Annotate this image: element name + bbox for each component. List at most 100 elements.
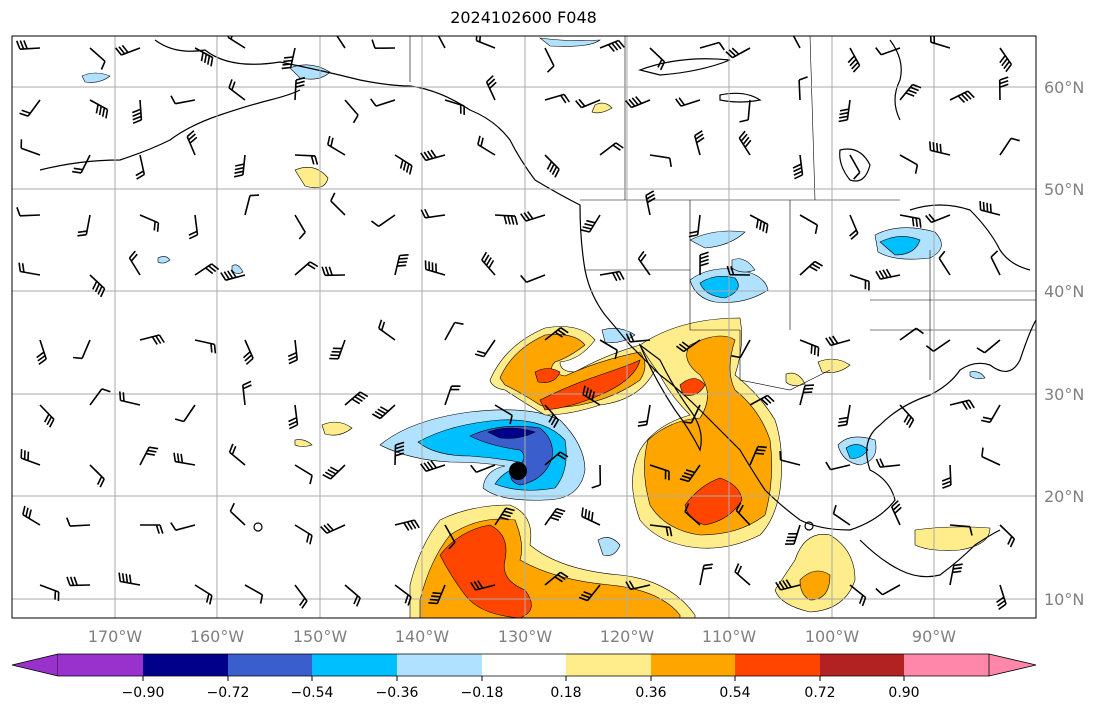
wind-barb [36,339,47,365]
colorbar-tick-label: −0.18 [461,685,504,701]
wind-barb [420,460,446,472]
wind-barb [470,464,496,473]
colorbar-over-triangle [988,653,1037,677]
colorbar-tick-label: 0.54 [719,685,750,701]
wind-barb [474,339,496,358]
wind-barb [849,154,861,180]
political-borders [409,36,1036,391]
wind-barb [242,380,252,406]
wind-barb [890,500,902,526]
wind-barb [330,192,346,216]
wind-barb [394,441,405,466]
wind-barb [734,563,751,586]
wind-barb [329,339,346,360]
wind-barb [220,269,246,281]
wind-barb [16,207,41,217]
wind-barb [322,464,346,480]
wind-barb [899,404,915,428]
wind-barb [188,214,199,240]
small-circle-marker [253,522,263,532]
wind-barb [394,254,409,276]
wind-barb [875,268,901,280]
wind-barb [625,96,651,109]
wind-barb [477,135,496,156]
wind-barb [625,332,651,343]
storm-center-marker [509,462,527,480]
wind-barb [485,75,497,101]
colorbar: −0.90 −0.72 −0.54 −0.36 −0.18 0.18 0.36 … [11,653,1037,701]
wind-barb [444,321,464,341]
wind-barb [22,505,41,526]
wind-barb [444,385,461,406]
wind-barb [186,130,198,156]
wind-barb [135,154,146,180]
wind-barb [726,265,751,276]
wind-barb [799,214,819,234]
wind-barb [194,339,217,354]
wind-barb [999,47,1013,73]
wind-barb [832,504,851,526]
wind-barb [89,99,109,119]
wind-barb [785,524,801,545]
wind-barb [725,47,751,59]
wind-barb [89,274,106,298]
wind-barb [749,214,769,234]
wind-barb [20,449,41,466]
wind-barb [131,99,143,125]
wind-barb [688,214,701,238]
wind-barb [929,141,951,156]
wind-barb [637,404,651,427]
wind-barb [599,142,624,156]
lon-label: 130°W [498,627,553,646]
wind-barb [494,404,513,425]
wind-barb [749,394,775,406]
wind-barb [228,443,246,466]
colorbar-tick-label: −0.54 [291,685,334,701]
wind-barb [637,250,651,276]
wind-barb [699,41,725,51]
wind-barb [281,47,296,70]
colorbar-tick-label: −0.90 [122,685,165,701]
wind-barb [792,36,801,49]
wind-barb [875,47,901,56]
wind-barb [949,90,975,103]
wind-barb [66,576,91,587]
lat-label: 60°N [1044,78,1084,97]
lon-label: 170°W [88,627,143,646]
wind-barb [599,339,618,360]
colorbar-tick-label: 0.72 [804,685,835,701]
wind-barb [66,517,91,527]
wind-barb [999,524,1016,548]
wind-barb [825,461,851,471]
wind-barb [228,79,246,101]
wind-barb [424,260,446,276]
wind-barb [544,93,570,104]
wind-barb [370,98,396,107]
wind-barb [194,47,214,67]
wind-barb [979,201,1001,216]
wind-barb [139,334,165,345]
wind-barb [990,250,1001,276]
wind-barb [976,339,1001,354]
wind-barb [89,464,105,488]
wind-barb [981,404,1001,424]
wind-barb [327,135,346,156]
wind-barb [625,580,651,591]
wind-barb [949,524,973,536]
colorbar-segment [228,654,312,676]
wind-barb [174,404,196,423]
wind-barb [949,399,975,411]
wind-barb [837,404,851,427]
lat-label: 50°N [1044,180,1084,199]
wind-barb [899,327,924,341]
wind-barb [394,154,413,175]
wind-barb [494,507,515,526]
wind-barb [544,327,569,341]
wind-barb [699,563,713,586]
wind-barb [320,523,346,534]
wind-barb [735,502,751,526]
wind-barb [19,99,41,117]
colorbar-tick-label: −0.36 [376,685,419,701]
colorbar-under-triangle [11,653,59,677]
wind-barb [582,385,601,406]
